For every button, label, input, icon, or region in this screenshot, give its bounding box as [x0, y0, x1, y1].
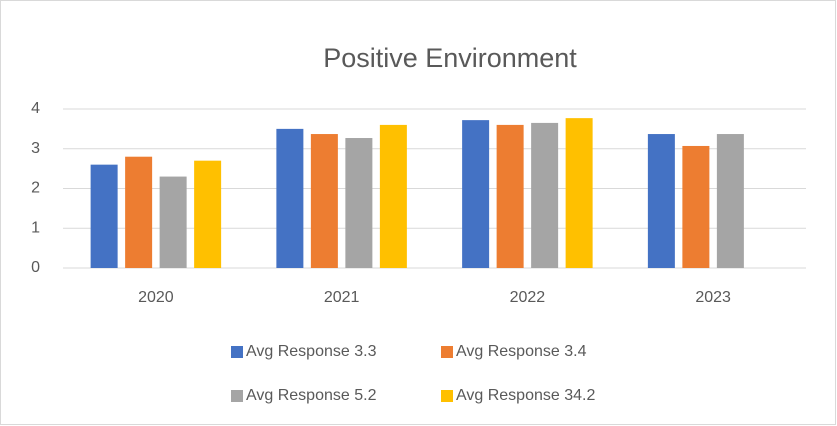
legend-label: Avg Response 3.3	[246, 343, 377, 360]
bar	[462, 120, 490, 268]
y-tick-label: 1	[31, 219, 40, 236]
bar	[345, 138, 373, 268]
x-tick-label: 2023	[695, 289, 731, 306]
bar	[647, 134, 675, 268]
bar	[682, 145, 710, 268]
bar	[565, 118, 593, 268]
bar	[194, 160, 222, 268]
legend-swatch	[231, 390, 243, 402]
y-tick-label: 0	[31, 259, 40, 276]
y-tick-label: 3	[31, 140, 40, 157]
bar	[159, 176, 187, 268]
legend-label: Avg Response 3.4	[456, 343, 587, 360]
chart-title: Positive Environment	[323, 43, 577, 73]
x-tick-label: 2020	[138, 289, 174, 306]
bar	[531, 122, 559, 268]
bar	[276, 128, 304, 268]
bar	[310, 134, 338, 268]
y-tick-label: 2	[31, 180, 40, 197]
x-tick-label: 2021	[324, 289, 360, 306]
legend-label: Avg Response 5.2	[246, 387, 377, 404]
legend-label: Avg Response 34.2	[456, 387, 595, 404]
legend-swatch	[441, 390, 453, 402]
y-tick-label: 4	[31, 100, 40, 117]
bar	[496, 124, 524, 269]
bar	[379, 124, 407, 269]
legend-swatch	[441, 346, 453, 358]
bar	[90, 164, 118, 268]
x-tick-label: 2022	[510, 289, 546, 306]
bar	[716, 134, 744, 268]
legend-swatch	[231, 346, 243, 358]
bar	[125, 156, 153, 268]
